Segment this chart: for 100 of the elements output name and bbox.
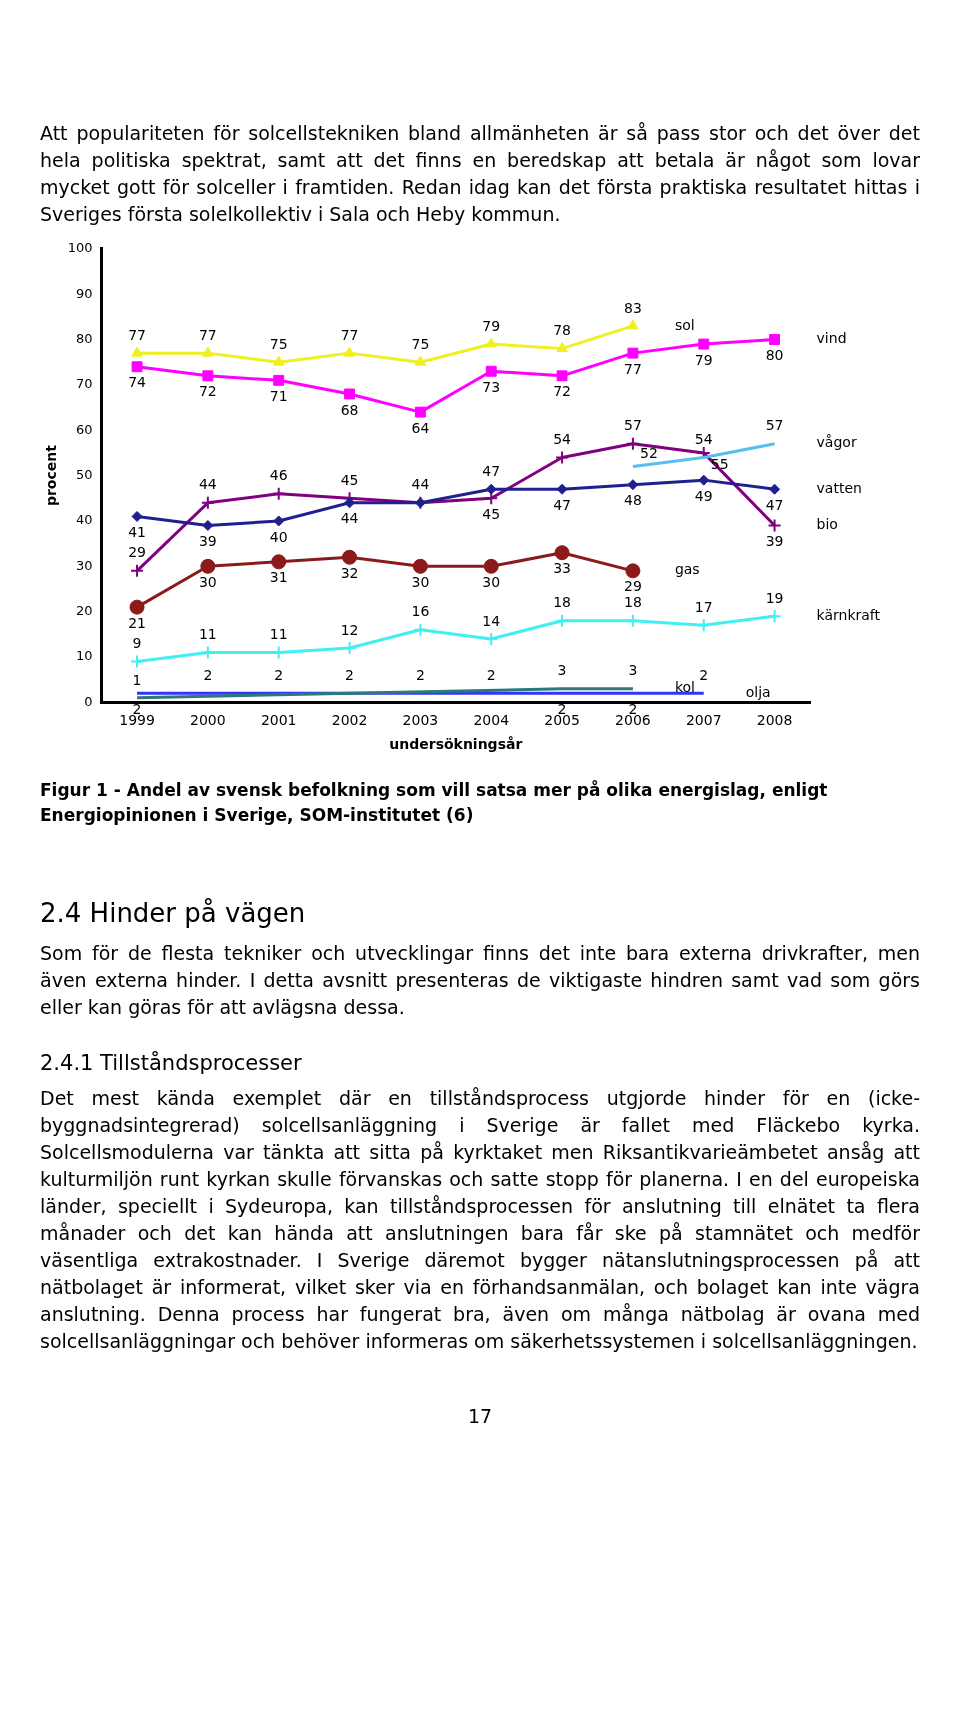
text: Det mest kända exemplet där en tillståndsprocess utgjorde hinder för en (icke-byggnadsintegrerad) solcellsanläggning i Sverige är fallet med Fläckebo kyrka. Solcellsmodulerna var tänkta att sitta på kyrktaket men Riksantikvarieämbetet ansåg att kulturmiljön runt kyrkan skulle förvanskas och satte stopp för planerna. I en del europeiska länder, speciellt i Sydeuropa, kan tillståndsprocessen för anslutning till elnätet ta flera månader och det kan hända att anslutningen bara får ske på stamnätet och medför väsentliga extrakostnader. I Sverige däremot bygger nätanslutningsprocessen på att nätbolaget är informerat, vilket sker via en förhandsanmälan, och bolaget kan inte vägra anslutning. Denna process har fungerat bra, även om många nätbolag är ovana med solcellsanläggningar och behöver informeras om säkerhetssystemen i solcellsanläggningen. — [40, 1087, 920, 1352]
data-label: 39 — [765, 533, 784, 550]
data-label: 49 — [694, 487, 713, 504]
data-label: 72 — [553, 383, 571, 400]
data-label: 17 — [694, 598, 713, 615]
data-label: 2 — [486, 666, 496, 683]
data-label: 19 — [765, 589, 784, 606]
data-label: 3 — [628, 662, 638, 679]
text: Figur 1 - Andel av svensk befolkning som vill satsa mer på olika energislag, enligt Energiopinionen i Sverige, SOM-institutet (6) — [40, 779, 829, 827]
x-tick-label: 2006 — [615, 712, 651, 729]
data-label: 74 — [128, 374, 147, 391]
data-label: 68 — [340, 401, 359, 418]
y-tick-label: 10 — [76, 648, 93, 664]
text: 2.4.1 Tillståndsprocesser — [40, 1051, 303, 1075]
y-tick-label: 20 — [76, 603, 93, 619]
data-label: 57 — [765, 417, 784, 434]
x-tick-label: 2003 — [402, 712, 439, 729]
data-label: 77 — [128, 326, 146, 343]
y-tick-label: 70 — [76, 376, 93, 392]
data-label: 2 — [203, 666, 213, 683]
data-label: 40 — [269, 528, 288, 545]
x-tick-label: 2002 — [331, 712, 368, 729]
x-tick-label: 2004 — [473, 712, 510, 729]
data-label: 44 — [340, 510, 359, 527]
data-label: 16 — [411, 603, 430, 620]
data-label: 32 — [340, 564, 359, 581]
x-tick-label: 2008 — [756, 712, 793, 729]
data-label: 77 — [623, 360, 642, 377]
text: vågor — [816, 434, 857, 451]
data-label: 71 — [269, 387, 288, 404]
data-label: 48 — [623, 492, 642, 509]
data-label: 30 — [482, 573, 501, 590]
data-label: 73 — [482, 378, 501, 395]
data-label: 29 — [128, 544, 146, 561]
text: Att populariteten för solcellstekniken bland allmänheten är så pass stor och det över det hela politiska spektrat, samt att det finns en beredskap att betala är något som lovar mycket gott för solceller i framtiden. Redan idag kan det första praktiska resultatet hittas i Sveriges första solelkollektiv i Sala och Heby kommun. — [40, 121, 920, 227]
data-label: 47 — [553, 496, 571, 513]
data-label: 44 — [411, 476, 430, 493]
data-label: 18 — [623, 594, 642, 611]
text: kol — [674, 679, 695, 696]
text: vatten — [816, 479, 862, 496]
data-label: 45 — [482, 505, 501, 522]
y-tick-label: 40 — [76, 512, 93, 528]
data-label: 78 — [553, 322, 571, 339]
data-label: 83 — [623, 299, 642, 316]
data-label: 30 — [198, 573, 217, 590]
data-label: 77 — [340, 326, 359, 343]
data-label: 54 — [694, 431, 713, 448]
data-label: 3 — [557, 662, 567, 679]
text: kärnkraft — [816, 606, 881, 623]
data-label: 75 — [411, 335, 430, 352]
text: vind — [816, 330, 847, 347]
data-label: 18 — [553, 594, 571, 611]
text: bio — [816, 516, 838, 533]
y-axis-title: procent — [43, 444, 60, 507]
data-label: 1 — [132, 671, 142, 688]
x-tick-label: 2000 — [190, 712, 226, 729]
data-label: 64 — [411, 419, 430, 436]
data-label: 41 — [128, 524, 146, 541]
data-label: 14 — [482, 612, 501, 629]
x-axis-title: undersökningsår — [389, 736, 523, 753]
data-label: 29 — [623, 578, 642, 595]
text: sol — [674, 316, 695, 333]
data-label: 77 — [198, 326, 217, 343]
data-label: 75 — [269, 335, 288, 352]
text: gas — [674, 561, 700, 578]
data-label: 21 — [128, 614, 146, 631]
text: olja — [745, 683, 771, 700]
text: 2.4 Hinder på vägen — [40, 898, 307, 928]
data-label: 72 — [198, 383, 217, 400]
data-label: 45 — [340, 471, 359, 488]
data-label: 46 — [269, 467, 288, 484]
data-label: 79 — [482, 317, 501, 334]
data-label: 47 — [482, 462, 501, 479]
data-label: 52 — [639, 445, 658, 462]
data-label: 12 — [340, 621, 359, 638]
data-label: 33 — [553, 560, 571, 577]
text: Som för de flesta tekniker och utvecklingar finns det inte bara externa drivkrafter, men även externa hinder. I detta avsnitt presenteras de viktigaste hindren samt vad som görs eller kan göras för att avlägsna dessa. — [40, 941, 920, 1020]
y-tick-label: 80 — [76, 330, 93, 346]
x-tick-label: 2005 — [544, 712, 580, 729]
data-label: 57 — [623, 417, 642, 434]
x-tick-label: 2007 — [685, 712, 722, 729]
data-label: 44 — [198, 476, 217, 493]
data-label: 2 — [274, 666, 284, 683]
data-label: 54 — [553, 431, 572, 448]
data-label: 79 — [694, 351, 713, 368]
x-tick-label: 2001 — [260, 712, 297, 729]
y-tick-label: 50 — [76, 466, 93, 482]
y-tick-label: 0 — [84, 693, 93, 709]
data-label: 31 — [269, 569, 288, 586]
data-label: 30 — [411, 573, 430, 590]
data-label: 11 — [198, 626, 217, 643]
y-tick-label: 100 — [67, 240, 93, 256]
y-tick-label: 90 — [76, 285, 93, 301]
data-label: 2 — [345, 666, 355, 683]
data-label: 2 — [415, 666, 425, 683]
data-label: 9 — [132, 635, 142, 652]
data-label: 47 — [765, 496, 784, 513]
data-label: 80 — [765, 347, 784, 364]
data-label: 2 — [699, 666, 709, 683]
text: 17 — [466, 1405, 494, 1427]
